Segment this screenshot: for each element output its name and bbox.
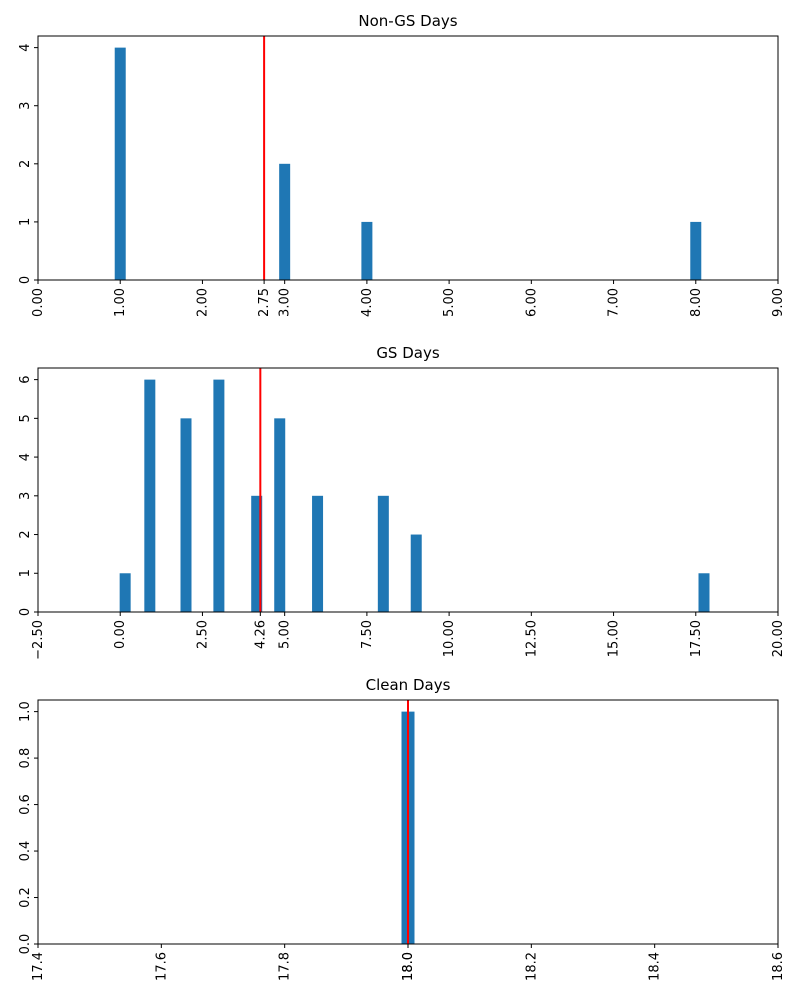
bar: [690, 221, 702, 280]
y-tick-label: 0.6: [18, 794, 33, 815]
y-tick-label: 0: [18, 276, 33, 284]
bar: [144, 379, 156, 612]
bar: [377, 495, 389, 612]
y-tick-label: 1: [18, 569, 33, 577]
bar: [698, 573, 710, 612]
bar: [410, 534, 422, 612]
y-tick-label: 0.8: [18, 748, 33, 769]
x-tick-label: 18.0: [401, 952, 416, 981]
bar: [213, 379, 225, 612]
chart-title: Non-GS Days: [358, 12, 457, 30]
y-tick-label: 6: [18, 375, 33, 383]
chart-title: GS Days: [376, 344, 440, 362]
x-tick-label: 1.00: [113, 288, 128, 317]
x-tick-label: 6.00: [524, 288, 539, 317]
y-tick-label: 0.2: [18, 887, 33, 908]
x-tick-label: 8.00: [689, 288, 704, 317]
bar: [180, 418, 192, 612]
x-tick-label: 20.00: [771, 620, 786, 657]
x-tick-label: 12.50: [524, 620, 539, 657]
chart-title: Clean Days: [366, 676, 451, 694]
x-tick-label: 5.00: [442, 288, 457, 317]
axes-frame: [37, 35, 779, 281]
x-tick-label: 17.4: [31, 952, 46, 981]
y-tick-label: 2: [18, 530, 33, 538]
bar: [312, 495, 324, 612]
x-tick-label: 4.26: [253, 620, 268, 649]
x-tick-label: 18.4: [648, 952, 663, 981]
x-tick-label: 18.6: [771, 952, 786, 981]
x-tick-label: 9.00: [771, 288, 786, 317]
x-tick-label: 10.00: [442, 620, 457, 657]
x-tick-label: 18.2: [524, 952, 539, 981]
x-tick-label: 5.00: [278, 620, 293, 649]
x-tick-label: 17.8: [278, 952, 293, 981]
x-tick-label: 2.50: [195, 620, 210, 649]
x-tick-label: 2.00: [195, 288, 210, 317]
bar: [251, 495, 263, 612]
y-tick-label: 0: [18, 608, 33, 616]
x-tick-label: 2.75: [257, 288, 272, 317]
chart-non-gs-days: Non-GS Days 0.00 1.00 2.00 2.75 3.00 4.00 5.00 6…: [18, 12, 786, 317]
x-tick-label: 4.00: [360, 288, 375, 317]
y-tick-label: 4: [18, 453, 33, 461]
x-tick-label: −2.50: [31, 620, 46, 660]
axes-frame: [37, 367, 779, 613]
x-tick-label: 17.6: [154, 952, 169, 981]
bar: [274, 418, 286, 612]
x-tick-label: 17.50: [689, 620, 704, 657]
y-tick-label: 0.0: [18, 934, 33, 955]
y-tick-label: 3: [18, 492, 33, 500]
y-tick-label: 1.0: [18, 701, 33, 722]
x-tick-label: 0.00: [113, 620, 128, 649]
bar: [279, 163, 291, 280]
bar: [119, 573, 131, 612]
x-tick-label: 7.00: [607, 288, 622, 317]
x-tick-label: 0.00: [31, 288, 46, 317]
x-tick-label: 7.50: [360, 620, 375, 649]
x-tick-label: 3.00: [278, 288, 293, 317]
bar: [361, 221, 373, 280]
bar: [114, 47, 126, 280]
y-tick-label: 3: [18, 102, 33, 110]
y-tick-label: 2: [18, 160, 33, 168]
y-tick-label: 1: [18, 218, 33, 226]
y-tick-label: 0.4: [18, 841, 33, 862]
x-tick-label: 18.0: [401, 952, 416, 981]
x-tick-label: 15.00: [607, 620, 622, 657]
y-tick-label: 4: [18, 43, 33, 51]
y-tick-label: 5: [18, 414, 33, 422]
chart-gs-days: GS Days −2.50 0.00 2.50 4.26 5.00 7.50 10.00 12.…: [18, 344, 786, 660]
